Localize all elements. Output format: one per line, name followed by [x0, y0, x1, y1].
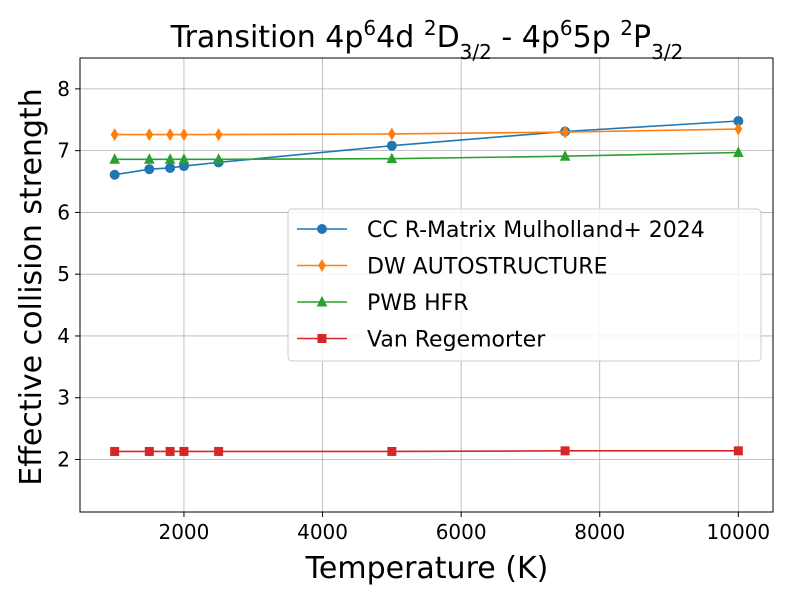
title-part: 4d [376, 20, 424, 55]
x-tick-label: 10000 [707, 520, 771, 544]
data-point [145, 128, 154, 142]
title-part: - 4p [492, 20, 560, 55]
data-point [109, 169, 120, 180]
x-tick-label: 8000 [574, 520, 625, 544]
data-point [561, 125, 569, 139]
legend-marker [316, 295, 328, 307]
data-point [733, 146, 744, 158]
legend-label: CC R-Matrix Mulholland+ 2024 [367, 218, 705, 243]
legend-marker [317, 334, 327, 343]
title-sub: 3/2 [651, 40, 683, 64]
title-sub: 3/2 [460, 40, 492, 64]
title-part: 5p [573, 20, 621, 55]
x-tick-label: 4000 [297, 520, 348, 544]
data-point [110, 128, 119, 142]
data-point [165, 162, 176, 173]
y-tick-label: 2 [57, 447, 70, 471]
legend-entry: PWB HFR [297, 291, 469, 316]
data-point [143, 153, 155, 164]
legend-marker [318, 259, 326, 272]
title-sup: 6 [363, 16, 376, 40]
x-tick-label: 6000 [436, 520, 487, 544]
data-point [165, 446, 175, 456]
ticks: 2000 4000 6000 8000 10000 2 3 4 5 6 7 8 [57, 77, 770, 544]
title-sup: 2 [424, 16, 437, 40]
series-layer [109, 116, 744, 456]
legend-label: DW AUTOSTRUCTURE [367, 255, 607, 280]
series-van-regemorter [110, 446, 743, 456]
series-pwb-hfr [109, 146, 744, 164]
data-point [166, 128, 174, 142]
title-sup: 2 [620, 16, 633, 40]
data-point [144, 164, 155, 175]
legend-marker [317, 224, 327, 234]
series-dw-autostructure [110, 122, 743, 142]
data-point [164, 153, 176, 164]
data-point [179, 446, 189, 456]
legend-entry: CC R-Matrix Mulholland+ 2024 [297, 218, 705, 243]
y-tick-label: 8 [57, 77, 70, 101]
data-point [734, 122, 743, 136]
data-point [386, 152, 398, 164]
series-line [114, 151, 739, 161]
series-line [114, 450, 739, 453]
plot-frame [79, 57, 774, 513]
data-point [178, 153, 190, 164]
legend-box [287, 208, 762, 362]
legend-label: Van Regemorter [367, 328, 546, 353]
title-part: P [633, 20, 651, 55]
data-point [387, 127, 396, 141]
legend-label: PWB HFR [367, 291, 469, 316]
data-point [214, 446, 224, 456]
y-tick-label: 7 [57, 139, 70, 163]
x-tick-label: 2000 [158, 520, 209, 544]
legend-entry: DW AUTOSTRUCTURE [297, 255, 607, 280]
data-point [180, 128, 188, 142]
data-point [213, 153, 224, 164]
y-tick-label: 6 [57, 200, 70, 224]
y-tick-label: 5 [57, 262, 70, 286]
title-part: D [437, 20, 460, 55]
data-point [144, 446, 154, 456]
legend: CC R-Matrix Mulholland+ 2024 DW AUTOSTRUC… [287, 208, 762, 362]
data-point [110, 446, 120, 456]
legend-entry: Van Regemorter [297, 328, 546, 353]
data-point [560, 446, 570, 456]
data-point [559, 150, 571, 161]
title-part: Transition 4p [170, 20, 364, 55]
data-point [387, 446, 397, 456]
data-point [733, 446, 743, 456]
y-tick-label: 3 [57, 386, 70, 410]
data-point [109, 153, 120, 164]
data-point [214, 128, 223, 142]
data-point [386, 140, 397, 151]
chart-title: Transition 4p64d 2D3/2 - 4p65p 2P3/2 [170, 16, 684, 64]
y-tick-label: 4 [57, 324, 70, 348]
y-axis-label: Effective collision strength [14, 88, 49, 486]
x-axis-label: Temperature (K) [305, 551, 549, 586]
title-sup: 6 [560, 16, 573, 40]
